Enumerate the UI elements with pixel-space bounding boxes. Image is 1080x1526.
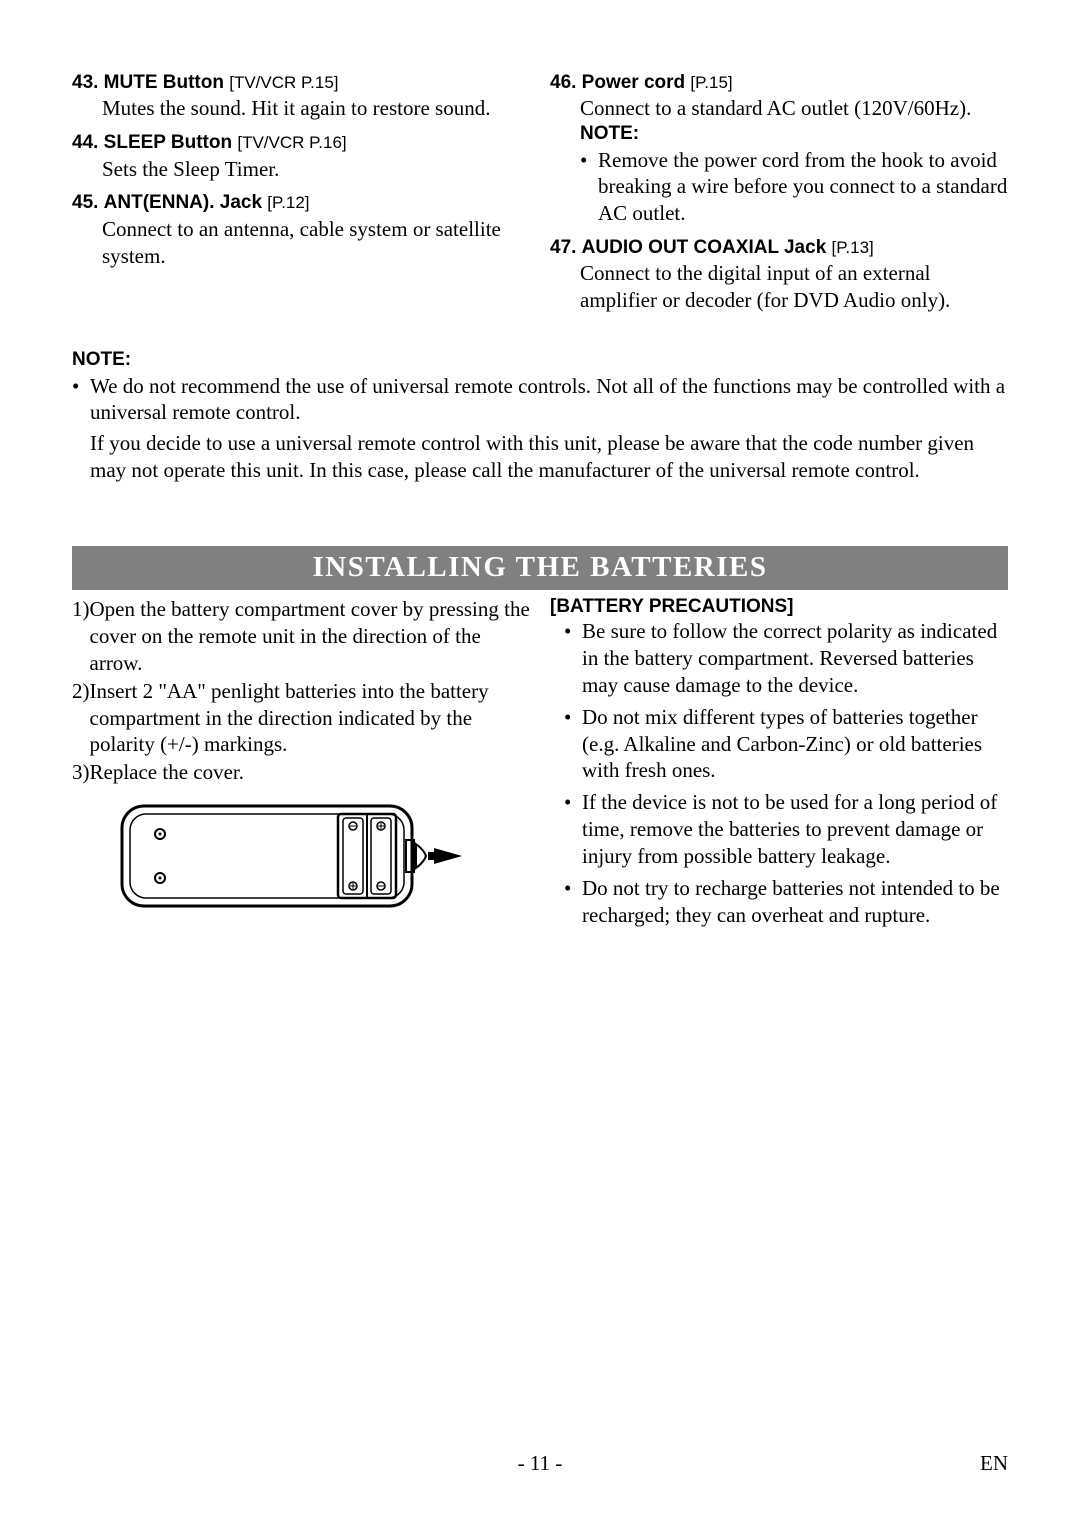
item-title: Power cord: [582, 72, 685, 93]
bullet-icon: •: [580, 147, 598, 228]
top-columns: 43. MUTE Button [TV/VCR P.15] Mutes the …: [72, 68, 1008, 320]
precaution-text: Do not try to recharge batteries not int…: [582, 875, 1008, 929]
bullet-icon: •: [564, 618, 582, 699]
note-block: NOTE: • We do not recommend the use of u…: [72, 348, 1008, 484]
item-desc: Connect to a standard AC outlet (120V/60…: [550, 95, 1008, 122]
item-number: 44.: [72, 132, 98, 153]
item-ref: [P.12]: [267, 193, 309, 212]
item-desc: Connect to the digital input of an exter…: [550, 260, 1008, 314]
precaution-text: If the device is not to be used for a lo…: [582, 789, 1008, 870]
precaution-item: • Do not mix different types of batterie…: [550, 704, 1008, 785]
bullet-icon: •: [564, 704, 582, 785]
left-column: 43. MUTE Button [TV/VCR P.15] Mutes the …: [72, 68, 530, 320]
step-2: 2) Insert 2 "AA" penlight batteries into…: [72, 678, 530, 759]
item-45: 45. ANT(ENNA). Jack [P.12] Connect to an…: [72, 188, 530, 269]
item-number: 47.: [550, 237, 576, 258]
item-number: 43.: [72, 72, 98, 93]
note-bullet: • We do not recommend the use of univers…: [72, 373, 1008, 485]
item-number: 45.: [72, 192, 98, 213]
item-ref: [P.15]: [690, 73, 732, 92]
precaution-header: [BATTERY PRECAUTIONS]: [550, 596, 1008, 618]
note-label: NOTE:: [72, 348, 1008, 372]
item-ref: [P.13]: [832, 238, 874, 257]
precaution-text: Do not mix different types of batteries …: [582, 704, 1008, 785]
item-title: AUDIO OUT COAXIAL Jack: [582, 237, 827, 258]
item-ref: [TV/VCR P.16]: [237, 133, 346, 152]
precaution-item: • Be sure to follow the correct polarity…: [550, 618, 1008, 699]
step-text: Insert 2 "AA" penlight batteries into th…: [90, 678, 531, 759]
step-number: 3): [72, 759, 90, 786]
remote-svg-icon: [118, 796, 468, 916]
install-steps-column: 1) Open the battery compartment cover by…: [72, 596, 530, 934]
item-desc: Sets the Sleep Timer.: [72, 156, 530, 183]
right-column: 46. Power cord [P.15] Connect to a stand…: [550, 68, 1008, 320]
step-1: 1) Open the battery compartment cover by…: [72, 596, 530, 677]
step-number: 2): [72, 678, 90, 759]
page-footer: - 11 - EN: [72, 1451, 1008, 1476]
item-desc: Mutes the sound. Hit it again to restore…: [72, 95, 530, 122]
step-number: 1): [72, 596, 90, 677]
item-43: 43. MUTE Button [TV/VCR P.15] Mutes the …: [72, 68, 530, 122]
bullet-icon: •: [564, 875, 582, 929]
precaution-item: • If the device is not to be used for a …: [550, 789, 1008, 870]
item-note-text: Remove the power cord from the hook to a…: [598, 147, 1008, 228]
note-body: If you decide to use a universal remote …: [90, 431, 974, 482]
item-note-label: NOTE:: [550, 122, 1008, 146]
precaution-item: • Do not try to recharge batteries not i…: [550, 875, 1008, 929]
step-3: 3) Replace the cover.: [72, 759, 530, 786]
item-title: MUTE Button: [104, 72, 224, 93]
item-47: 47. AUDIO OUT COAXIAL Jack [P.13] Connec…: [550, 233, 1008, 314]
precautions-column: [BATTERY PRECAUTIONS] • Be sure to follo…: [550, 596, 1008, 934]
step-text: Open the battery compartment cover by pr…: [90, 596, 531, 677]
item-title: ANT(ENNA). Jack: [104, 192, 262, 213]
page-number: - 11 -: [518, 1451, 563, 1476]
item-46: 46. Power cord [P.15] Connect to a stand…: [550, 68, 1008, 227]
bullet-icon: •: [564, 789, 582, 870]
item-note-bullet: • Remove the power cord from the hook to…: [550, 147, 1008, 228]
bullet-icon: •: [72, 373, 90, 485]
install-columns: 1) Open the battery compartment cover by…: [72, 596, 1008, 934]
item-number: 46.: [550, 72, 576, 93]
item-title: SLEEP Button: [104, 132, 232, 153]
section-title-bar: INSTALLING THE BATTERIES: [72, 546, 1008, 590]
precaution-text: Be sure to follow the correct polarity a…: [582, 618, 1008, 699]
item-desc: Connect to an antenna, cable system or s…: [72, 216, 530, 270]
step-text: Replace the cover.: [90, 759, 245, 786]
page-lang: EN: [980, 1451, 1008, 1476]
note-intro: We do not recommend the use of universal…: [90, 374, 1005, 425]
item-44: 44. SLEEP Button [TV/VCR P.16] Sets the …: [72, 128, 530, 182]
item-ref: [TV/VCR P.15]: [229, 73, 338, 92]
remote-illustration: [118, 796, 530, 921]
